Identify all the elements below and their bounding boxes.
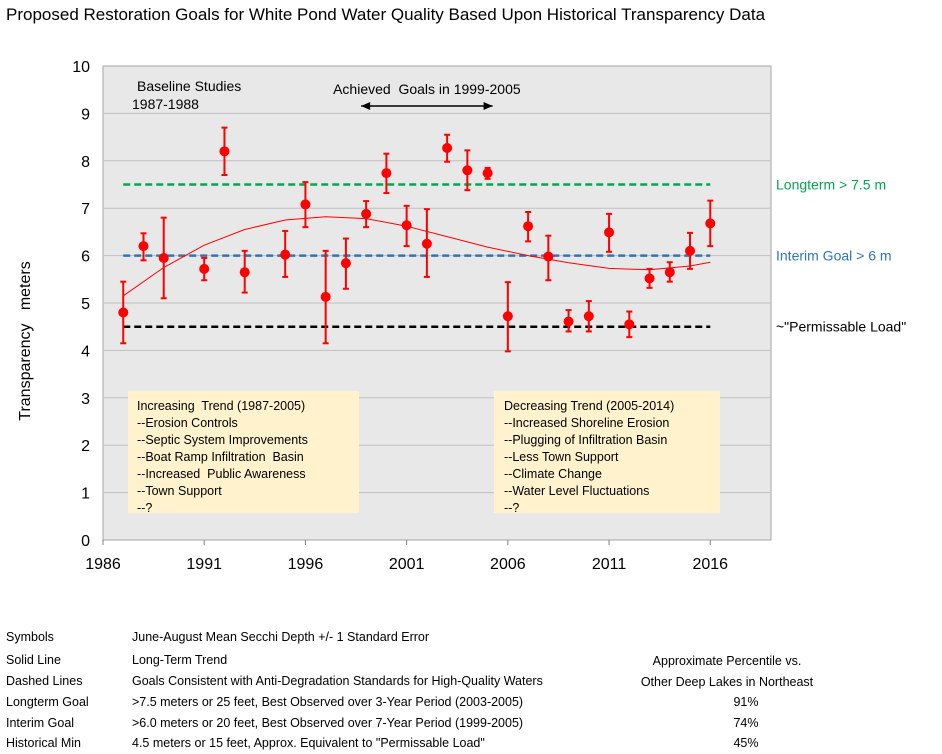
decreasing-trend-note-line: --Water Level Fluctuations (504, 484, 649, 498)
y-tick-label: 7 (81, 201, 90, 218)
decreasing-trend-note-line: --Plugging of Infiltration Basin (504, 433, 667, 447)
increasing-trend-note-line: --Septic System Improvements (137, 433, 308, 447)
increasing-trend-note-line: --? (137, 501, 152, 515)
decreasing-trend-note-line: --Increased Shoreline Erosion (504, 416, 669, 430)
y-tick-label: 1 (81, 486, 90, 503)
x-tick-label: 1991 (186, 556, 222, 573)
legend-row: Symbols June-August Mean Secchi Depth +/… (0, 630, 942, 648)
permissable-load-label: ~"Permissable Load" (776, 319, 906, 335)
data-point (644, 273, 655, 284)
arrow-left-icon (361, 102, 371, 110)
x-tick-label: 2016 (692, 556, 728, 573)
data-point (543, 251, 554, 262)
data-point (482, 168, 493, 179)
percentile-header-1: Approximate Percentile vs. (652, 654, 802, 668)
increasing-trend-note-line: --Boat Ramp Infiltration Basin (137, 450, 304, 464)
data-point (685, 245, 696, 256)
decreasing-trend-note-box (494, 391, 720, 513)
legend-row: Dashed Lines Goals Consistent with Anti-… (0, 674, 942, 692)
chart-title: Proposed Restoration Goals for White Pon… (6, 5, 766, 24)
legend-percentile: 74% (733, 716, 759, 730)
increasing-trend-note-box (128, 391, 359, 513)
increasing-trend-note-line: --Increased Public Awareness (137, 467, 306, 481)
data-point (664, 267, 675, 278)
data-point (502, 311, 513, 322)
legend-row: Solid Line Long-Term Trend (0, 653, 942, 671)
data-point (219, 146, 230, 157)
data-point (604, 227, 615, 238)
y-tick-label: 8 (81, 154, 90, 171)
x-tick-label: 2001 (389, 556, 425, 573)
data-point (138, 241, 149, 252)
data-point (583, 311, 594, 322)
y-tick-label: 2 (81, 438, 90, 455)
interim-goal-label: Interim Goal > 6 m (776, 248, 892, 264)
chart: 0 1 2 3 4 5 6 7 8 9 10 1986 1991 1996 2001 2006 2011 2016… (17, 59, 906, 573)
legend-key: Symbols (6, 630, 54, 644)
y-tick-label: 5 (81, 296, 90, 313)
legend-row: Historical Min 4.5 meters or 15 feet, Ap… (0, 736, 942, 754)
legend-key: Interim Goal (6, 716, 75, 730)
legend-row: Interim Goal >6.0 meters or 20 feet, Bes… (0, 716, 942, 734)
increasing-trend-note-line: --Erosion Controls (137, 416, 238, 430)
legend-percentile: 91% (733, 695, 759, 709)
increasing-trend-note-line: Increasing Trend (1987-2005) (137, 399, 305, 413)
data-point (239, 267, 250, 278)
data-point (340, 258, 351, 269)
x-tick-label: 2006 (490, 556, 526, 573)
data-point (523, 221, 534, 232)
legend-key: Dashed Lines (6, 674, 83, 688)
data-point (462, 165, 473, 176)
y-tick-label: 3 (81, 391, 90, 408)
data-point (705, 218, 716, 229)
x-tick-label: 1986 (85, 556, 121, 573)
data-point (563, 316, 574, 327)
data-point (401, 220, 412, 231)
arrow-right-icon (483, 102, 493, 110)
data-point (381, 168, 392, 179)
legend-row: Longterm Goal >7.5 meters or 25 feet, Be… (0, 695, 942, 713)
data-point (118, 307, 129, 318)
y-tick-label: 4 (81, 343, 90, 360)
legend-desc: Goals Consistent with Anti-Degradation S… (132, 674, 543, 688)
legend-percentile: 45% (733, 736, 759, 750)
baseline-label: Baseline Studies (137, 78, 241, 94)
y-tick-label: 0 (81, 533, 90, 550)
percentile-header-2: Other Deep Lakes in Northeast (640, 675, 814, 689)
y-tick-label: 10 (72, 59, 90, 76)
data-point (300, 199, 311, 210)
legend-desc: Long-Term Trend (132, 653, 228, 667)
y-axis-label: Transparency meters (17, 261, 34, 420)
legend-key: Solid Line (6, 653, 61, 667)
longterm-goal-label: Longterm > 7.5 m (776, 177, 886, 193)
increasing-trend-note-line: --Town Support (137, 484, 222, 498)
legend-desc: >7.5 meters or 25 feet, Best Observed ov… (132, 695, 524, 709)
data-point (361, 208, 372, 219)
decreasing-trend-note-line: Decreasing Trend (2005-2014) (504, 399, 674, 413)
legend-desc: >6.0 meters or 20 feet, Best Observed ov… (132, 716, 524, 730)
data-point (624, 319, 635, 330)
x-tick-label: 1996 (288, 556, 324, 573)
data-point (442, 143, 453, 154)
legend-key: Longterm Goal (6, 695, 89, 709)
data-point (158, 252, 169, 263)
y-tick-label: 9 (81, 106, 90, 123)
data-point (199, 263, 210, 274)
data-point (421, 238, 432, 249)
baseline-years: 1987-1988 (132, 96, 199, 112)
data-point (320, 291, 331, 302)
decreasing-trend-note-line: --? (504, 501, 519, 515)
data-point (280, 249, 291, 260)
legend-desc: June-August Mean Secchi Depth +/- 1 Stan… (132, 630, 430, 644)
decreasing-trend-note-line: --Less Town Support (504, 450, 619, 464)
legend-key: Historical Min (6, 736, 82, 750)
y-tick-label: 6 (81, 249, 90, 266)
decreasing-trend-note-line: --Climate Change (504, 467, 602, 481)
x-tick-label: 2011 (592, 556, 627, 573)
achieved-goals-label: Achieved Goals in 1999-2005 (333, 81, 521, 97)
legend-desc: 4.5 meters or 15 feet, Approx. Equivalen… (132, 736, 485, 750)
